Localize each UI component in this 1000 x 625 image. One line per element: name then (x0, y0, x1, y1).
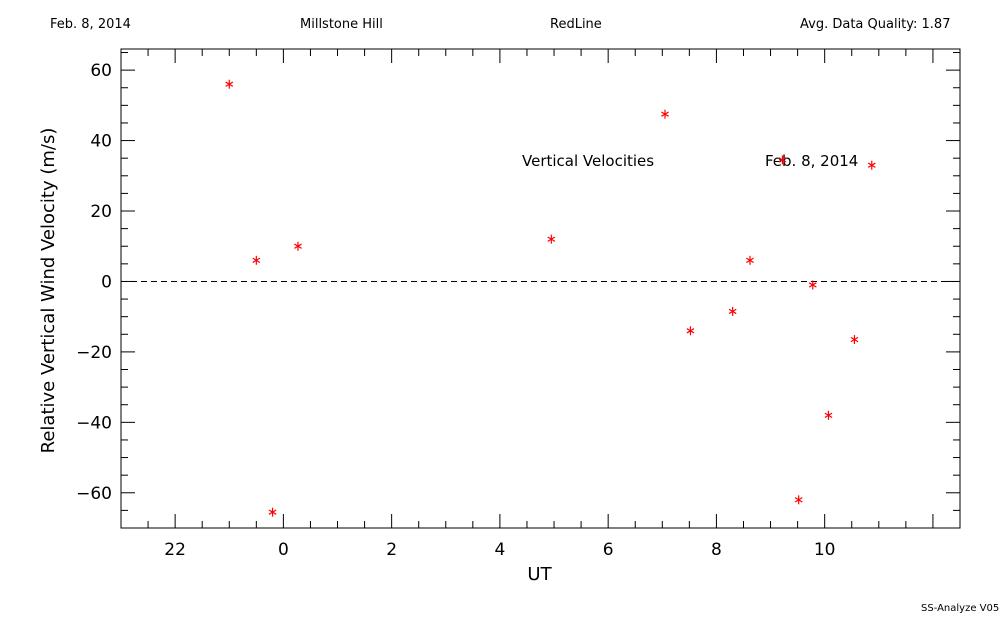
data-point (661, 109, 669, 119)
y-tick-labels: −60 −40 −20 0 20 40 60 (76, 61, 112, 504)
x-tick-label: 4 (494, 540, 505, 560)
header-quality: Avg. Data Quality: 1.87 (800, 17, 951, 32)
footer-version: SS-Analyze V05 (921, 603, 1000, 614)
data-point (824, 410, 833, 420)
x-tick-label: 2 (386, 540, 397, 560)
x-tick-label: 22 (164, 540, 186, 560)
data-point (294, 241, 302, 251)
data-point (746, 255, 754, 265)
x-tick-label: 10 (814, 540, 836, 560)
data-point (850, 335, 859, 345)
x-tick-label: 6 (603, 540, 614, 560)
y-tick-label: 0 (101, 272, 112, 292)
x-axis-label: UT (527, 564, 552, 585)
y-tick-label: 60 (90, 61, 112, 81)
header-station: Millstone Hill (300, 17, 383, 32)
plot-frame (120, 48, 961, 529)
data-point (686, 326, 695, 336)
header-date: Feb. 8, 2014 (50, 17, 131, 32)
data-point (252, 255, 261, 265)
y-tick-label: 20 (90, 202, 112, 222)
x-tick-label: 0 (278, 540, 289, 560)
data-point (547, 234, 556, 244)
data-point (867, 160, 876, 170)
header-line: RedLine (550, 17, 602, 32)
y-tick-label: −20 (76, 343, 112, 363)
annotation-date: Feb. 8, 2014 (765, 152, 858, 170)
x-tick-label: 8 (711, 540, 722, 560)
data-point (268, 507, 277, 517)
data-point (728, 306, 737, 316)
y-tick-label: −60 (76, 484, 112, 504)
y-tick-label: −40 (76, 413, 112, 433)
annotation-title: Vertical Velocities (522, 152, 654, 170)
y-axis-label: Relative Vertical Wind Velocity (m/s) (38, 128, 59, 454)
data-point (794, 495, 803, 505)
y-tick-label: 40 (90, 132, 112, 152)
data-point (225, 79, 234, 89)
x-tick-labels: 22 0 2 4 6 8 10 (164, 540, 835, 560)
data-points (225, 79, 876, 517)
data-point (808, 280, 817, 290)
tick-marks (120, 49, 961, 529)
data-point (778, 155, 787, 165)
